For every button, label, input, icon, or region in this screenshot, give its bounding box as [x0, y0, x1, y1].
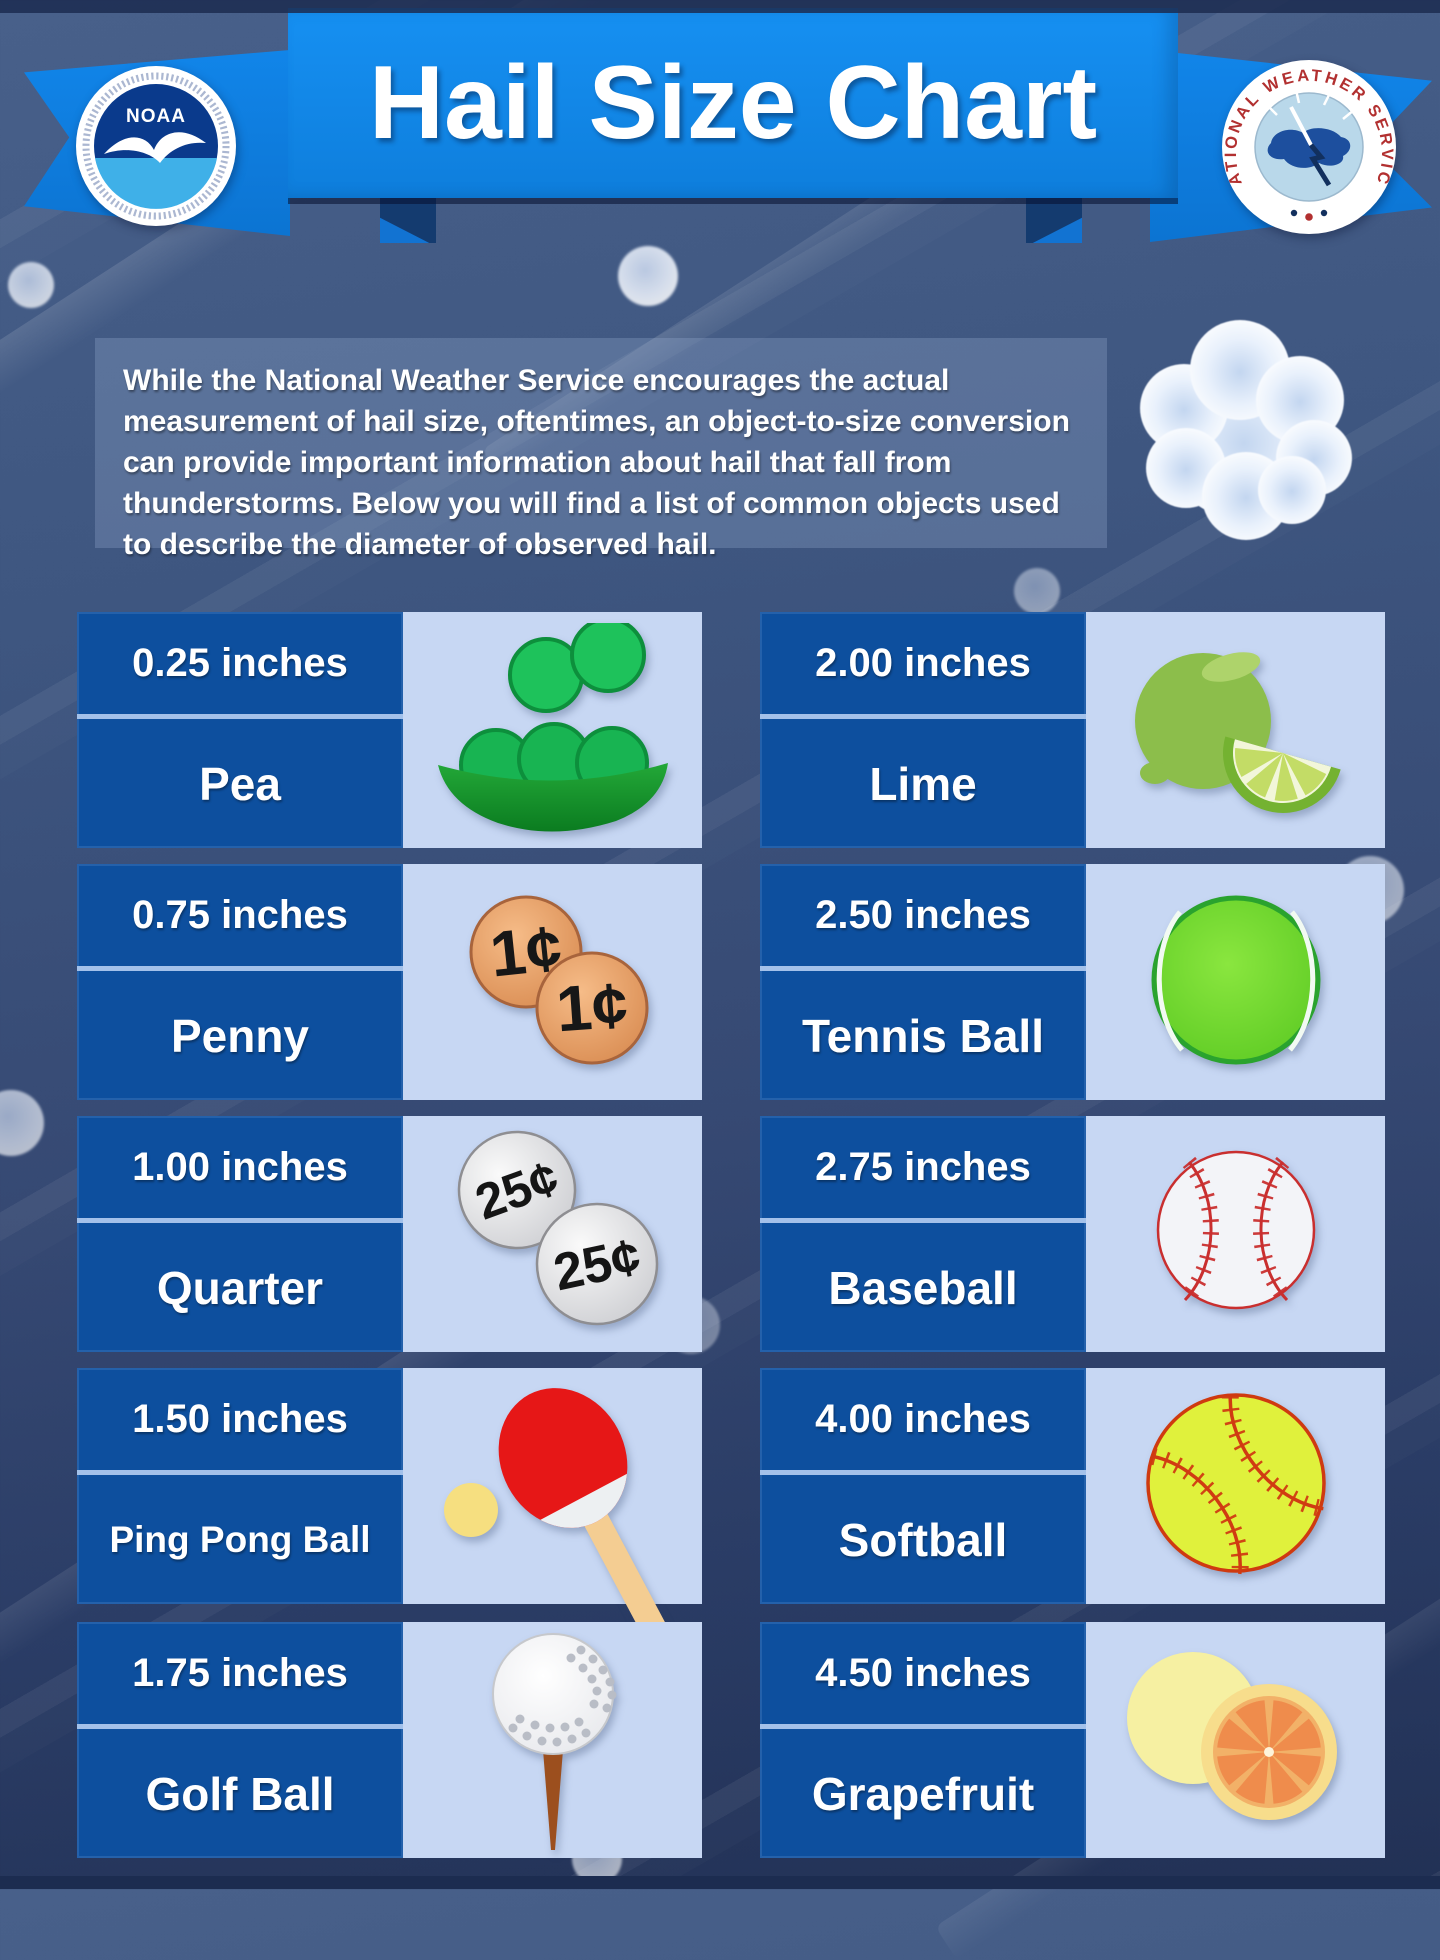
hail-blob [1014, 568, 1060, 614]
cell-divider [760, 1724, 1086, 1729]
size-cell: 4.50 inches Grapefruit [760, 1622, 1086, 1858]
hail-size-label: 2.75 inches [815, 1144, 1031, 1189]
size-cell: 0.75 inches Penny [77, 864, 403, 1100]
hail-size-label: 2.50 inches [815, 892, 1031, 937]
top-edge-bar [0, 0, 1440, 13]
icon-cell [403, 1622, 702, 1858]
hail-blob [8, 262, 54, 308]
cell-divider [77, 1724, 403, 1729]
table-row-tennis-ball: 2.50 inches Tennis Ball [760, 864, 1385, 1100]
grapefruit-icon [1126, 1652, 1337, 1820]
size-cell: 4.00 inches Softball [760, 1368, 1086, 1604]
table-row-pea: 0.25 inches Pea [77, 612, 702, 848]
intro-panel: While the National Weather Service encou… [95, 338, 1107, 561]
table-row-baseball: 2.75 inches Baseball [760, 1116, 1385, 1352]
ping-pong-paddle-icon [443, 1388, 666, 1640]
hail-size-label: 4.50 inches [815, 1650, 1031, 1695]
icon-cell [1086, 1116, 1385, 1352]
size-cell: 1.00 inches Quarter [77, 1116, 403, 1352]
noaa-logo-icon: NOAA [76, 66, 236, 226]
object-name-label: Ping Pong Ball [109, 1518, 371, 1560]
object-name-label: Pea [199, 757, 281, 810]
lime-icon [1134, 652, 1341, 813]
hail-blob [0, 1090, 44, 1156]
table-row-lime: 2.00 inches Lime [760, 612, 1385, 848]
object-name-label: Lime [869, 757, 977, 810]
size-cell: 1.75 inches Golf Ball [77, 1622, 403, 1858]
intro-paragraph: While the National Weather Service encou… [123, 364, 1070, 561]
size-cell: 2.00 inches Lime [760, 612, 1086, 848]
cell-divider [77, 1470, 403, 1475]
nws-logo-icon: NATIONAL WEATHER SERVICE [1222, 60, 1396, 234]
banner-fold-left [380, 197, 436, 243]
object-name-label: Golf Ball [145, 1767, 335, 1820]
golf-ball-icon [491, 1633, 616, 1850]
icon-cell [1086, 1368, 1385, 1604]
cell-divider [77, 1218, 403, 1223]
tennis-ball-icon [1151, 895, 1320, 1064]
hail-size-label: 1.75 inches [132, 1650, 348, 1695]
table-row-grapefruit: 4.50 inches Grapefruit [760, 1622, 1385, 1858]
icon-cell [1086, 1622, 1385, 1858]
size-cell: 2.50 inches Tennis Ball [760, 864, 1086, 1100]
hail-size-label: 0.75 inches [132, 892, 348, 937]
object-name-label: Quarter [156, 1261, 324, 1314]
object-name-label: Grapefruit [811, 1767, 1035, 1820]
cell-divider [760, 1218, 1086, 1223]
hail-size-label: 0.25 inches [132, 640, 348, 685]
icon-cell [1086, 612, 1385, 848]
bottom-edge-bar [0, 1876, 1440, 1889]
noaa-logo-text: NOAA [126, 106, 186, 127]
hailstone-illustration [1140, 320, 1352, 540]
icon-cell [403, 1368, 702, 1640]
cell-divider [760, 966, 1086, 971]
size-cell: 1.50 inches Ping Pong Ball [77, 1368, 403, 1604]
icon-cell: 1¢ 1¢ [403, 864, 702, 1100]
size-cell: 0.25 inches Pea [77, 612, 403, 848]
object-name-label: Baseball [828, 1261, 1018, 1314]
cell-divider [760, 1470, 1086, 1475]
size-cell: 2.75 inches Baseball [760, 1116, 1086, 1352]
icon-cell [1086, 864, 1385, 1100]
cell-divider [77, 714, 403, 719]
hail-blob [618, 246, 678, 306]
title-banner: Hail Size Chart [288, 8, 1178, 198]
icon-cell: 25¢ 25¢ [403, 1116, 702, 1352]
object-name-label: Tennis Ball [802, 1009, 1044, 1062]
object-name-label: Softball [838, 1513, 1008, 1566]
object-name-label: Penny [170, 1009, 310, 1062]
table-row-ping-pong: 1.50 inches Ping Pong Ball [77, 1368, 702, 1640]
cell-divider [77, 966, 403, 971]
table-row-softball: 4.00 inches Softball [760, 1368, 1385, 1604]
penny-icon: 1¢ 1¢ [469, 895, 648, 1065]
table-row-quarter: 1.00 inches Quarter 25¢ 25¢ [77, 1116, 702, 1352]
quarter-icon: 25¢ 25¢ [457, 1130, 658, 1326]
page-title: Hail Size Chart [368, 44, 1098, 161]
table-row-golf-ball: 1.75 inches Golf Ball [77, 1622, 702, 1858]
hail-size-label: 2.00 inches [815, 640, 1031, 685]
softball-icon [1145, 1392, 1326, 1575]
icon-cell [403, 612, 702, 848]
hail-size-label: 1.00 inches [132, 1144, 348, 1189]
table-row-penny: 0.75 inches Penny 1¢ 1¢ [77, 864, 702, 1100]
penny-value-label: 1¢ [553, 969, 629, 1046]
hail-size-label: 4.00 inches [815, 1396, 1031, 1441]
cell-divider [760, 714, 1086, 719]
hail-size-label: 1.50 inches [132, 1396, 348, 1441]
baseball-icon [1156, 1150, 1315, 1310]
banner-fold-right [1026, 197, 1082, 243]
pea-icon [437, 622, 668, 832]
